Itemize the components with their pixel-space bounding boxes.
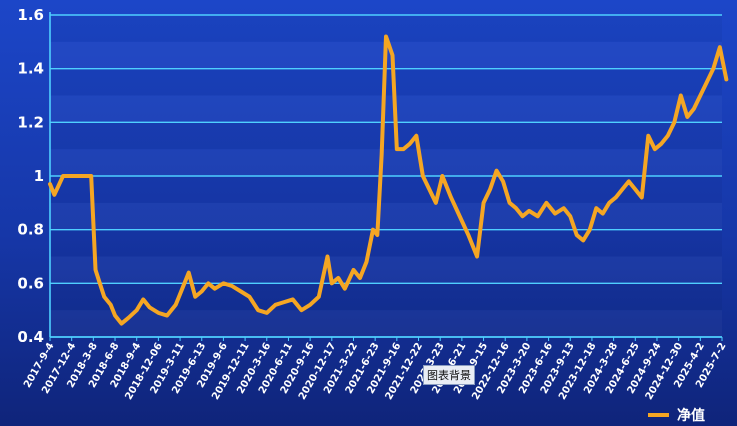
plot-band bbox=[50, 283, 722, 311]
y-tick-label: 0.4 bbox=[17, 328, 44, 346]
y-tick-label: 0.6 bbox=[17, 274, 44, 292]
y-tick-label: 1 bbox=[34, 167, 44, 185]
y-tick-label: 1.2 bbox=[17, 113, 44, 131]
plot-band bbox=[50, 122, 722, 150]
y-tick-label: 1.6 bbox=[17, 6, 44, 24]
chart-background-tooltip: 图表背景 bbox=[423, 365, 475, 385]
axes bbox=[49, 12, 722, 338]
plot-band bbox=[50, 310, 722, 337]
plot-bands bbox=[50, 15, 722, 337]
plot-band bbox=[50, 203, 722, 230]
series-line bbox=[48, 34, 729, 326]
y-tick-label: 1.4 bbox=[17, 60, 44, 78]
plot-band bbox=[50, 257, 722, 284]
plot-band bbox=[50, 229, 722, 257]
plot-band bbox=[50, 149, 722, 176]
y-tick-label: 0.8 bbox=[17, 221, 44, 239]
plot-band bbox=[50, 176, 722, 203]
plot-band bbox=[50, 96, 722, 123]
legend[interactable]: 净值 bbox=[648, 407, 705, 424]
x-tick-labels: 2017-9-42017-12-42018-3-82018-6-82018-9-… bbox=[22, 337, 729, 402]
series-lines bbox=[48, 34, 729, 326]
legend-label: 净值 bbox=[677, 407, 705, 424]
y-tick-labels: 0.4 0.6 0.8 1 1.2 1.4 1.6 bbox=[17, 6, 44, 346]
